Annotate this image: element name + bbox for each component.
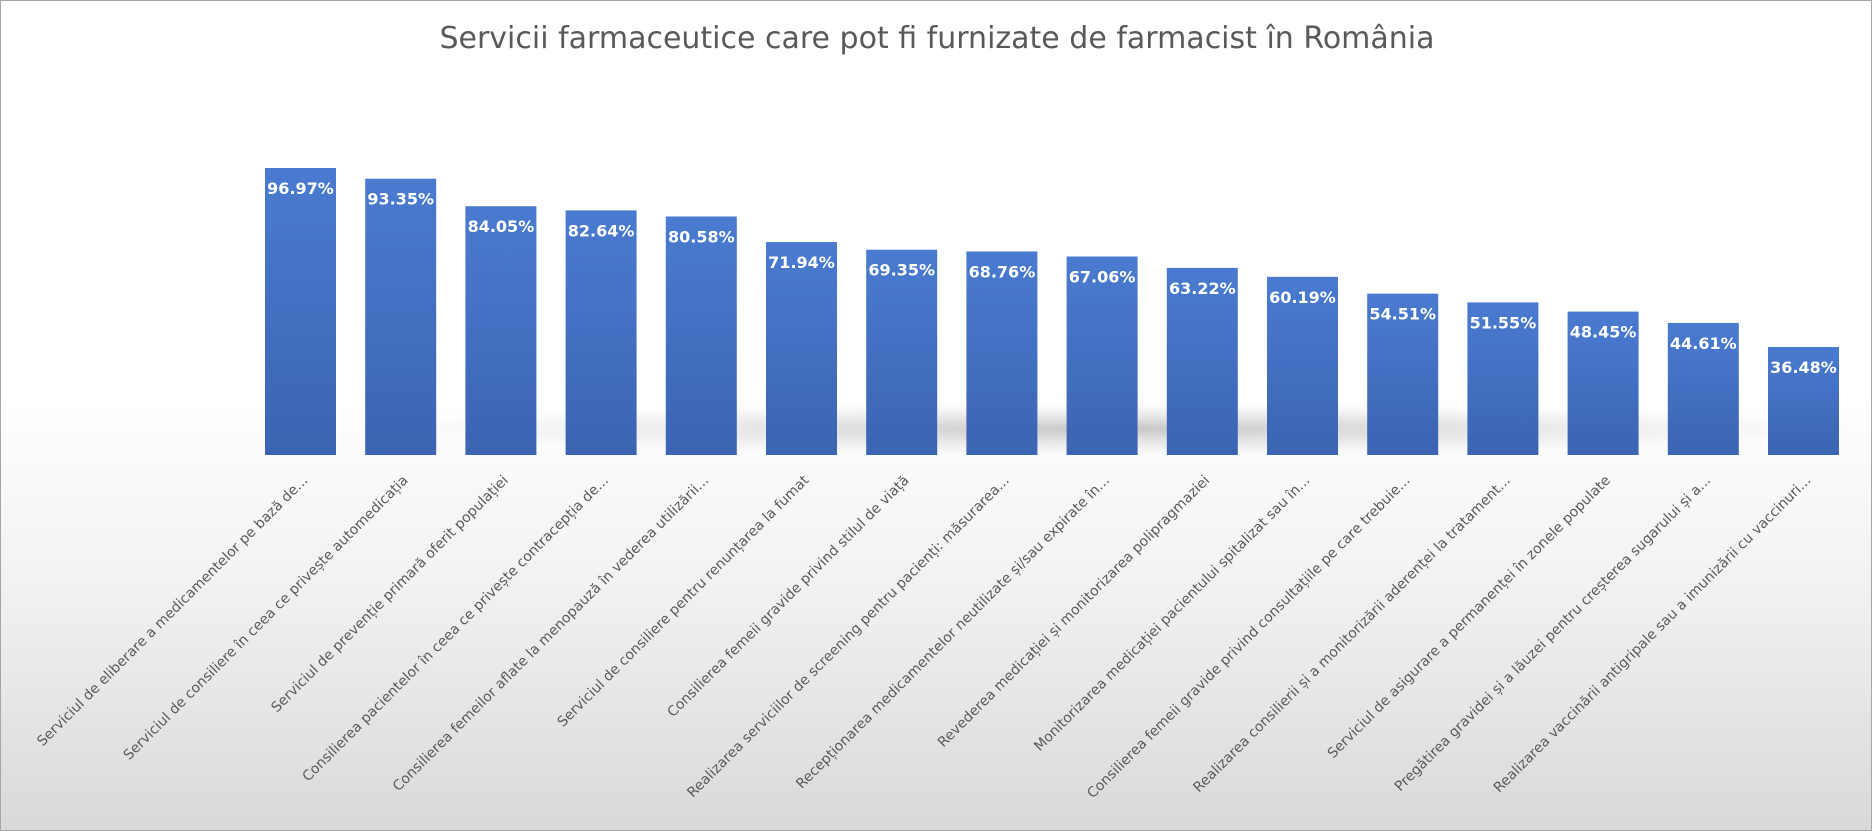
bar <box>1667 322 1739 455</box>
category-label: Realizarea vaccinării antigripale sau a … <box>1491 473 1815 797</box>
data-label: 44.61% <box>1670 334 1737 353</box>
category-label: Consilierea femeii gravide privind consu… <box>1084 473 1413 802</box>
data-label: 80.58% <box>668 227 735 246</box>
data-label: 51.55% <box>1470 313 1537 332</box>
data-label: 63.22% <box>1169 279 1236 298</box>
category-label: Realizarea serviciilor de screening pent… <box>684 473 1012 801</box>
category-label: Serviciul de prevenție primară oferit po… <box>268 473 511 716</box>
data-label: 36.48% <box>1770 358 1837 377</box>
bar <box>465 206 537 455</box>
bar <box>1066 256 1138 455</box>
bar <box>1267 276 1338 455</box>
bar <box>665 216 737 455</box>
data-label: 69.35% <box>868 261 935 280</box>
bar <box>1467 302 1539 455</box>
bar <box>565 210 637 455</box>
data-label: 48.45% <box>1570 323 1637 342</box>
data-label: 84.05% <box>468 217 535 236</box>
data-label: 67.06% <box>1069 268 1136 287</box>
data-label: 68.76% <box>969 262 1036 281</box>
bar <box>966 251 1038 455</box>
bar <box>1567 311 1639 455</box>
bar <box>1367 293 1439 455</box>
data-label: 60.19% <box>1269 288 1336 307</box>
category-label: Consilierea femeii gravide privind stilu… <box>665 473 913 721</box>
bar <box>265 167 336 455</box>
bar <box>1166 267 1238 455</box>
data-label: 93.35% <box>367 190 434 209</box>
data-label: 54.51% <box>1369 305 1436 324</box>
category-label: Realizarea consilierii și a monitorizări… <box>1190 473 1513 796</box>
bar <box>866 249 938 455</box>
bar <box>1768 347 1839 455</box>
bar <box>365 178 437 455</box>
data-label: 71.94% <box>768 253 835 272</box>
bar <box>766 242 837 455</box>
data-label: 82.64% <box>568 221 635 240</box>
data-label: 96.97% <box>267 179 334 198</box>
chart-title: Servicii farmaceutice care pot fi furniz… <box>439 21 1435 56</box>
